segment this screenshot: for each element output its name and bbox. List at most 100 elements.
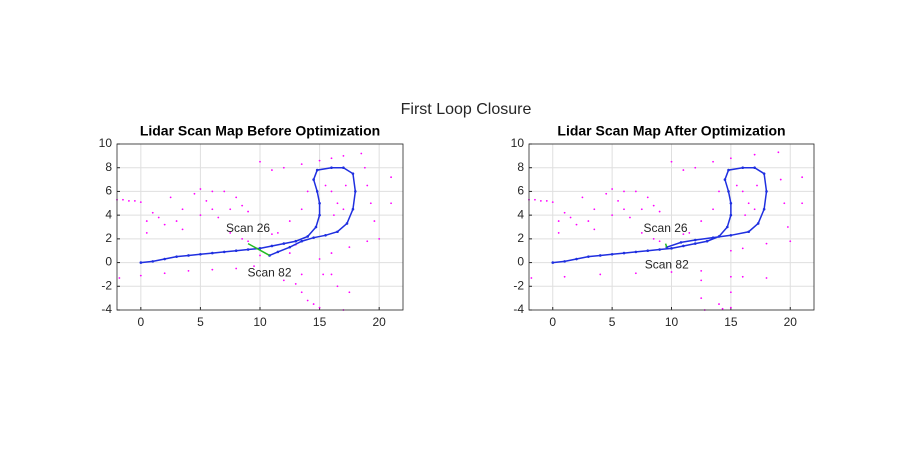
scan-point <box>658 240 661 243</box>
scan-point <box>712 160 714 163</box>
scan-point <box>181 228 184 231</box>
scan-point <box>563 275 566 278</box>
scan-point <box>373 220 376 222</box>
scan-point <box>348 246 351 249</box>
y-tick-label: -4 <box>513 302 524 316</box>
scan-point <box>700 279 703 282</box>
pose-marker <box>670 247 673 250</box>
scan-point <box>569 216 572 219</box>
x-tick-label: 20 <box>372 315 386 329</box>
pose-marker <box>187 254 190 257</box>
scan-point <box>682 169 685 171</box>
scan-point <box>181 208 184 211</box>
pose-marker <box>741 166 745 170</box>
scan-point <box>336 285 339 288</box>
scan-point <box>688 232 691 234</box>
scan-point <box>744 214 747 217</box>
pose-marker <box>622 251 626 255</box>
pose-marker <box>723 178 727 181</box>
scan-point <box>718 303 720 305</box>
trajectory-line <box>247 242 270 257</box>
scan-point <box>288 252 291 254</box>
pose-marker <box>315 190 319 193</box>
y-tick-label: 10 <box>99 136 113 150</box>
scan-point <box>634 272 637 275</box>
scan-point <box>199 188 202 190</box>
x-tick-label: 10 <box>665 315 679 329</box>
scan-point <box>235 267 238 270</box>
x-tick-label: 0 <box>549 315 556 329</box>
scan-point <box>300 163 303 166</box>
scan-point <box>530 277 533 279</box>
scan-point <box>721 307 724 310</box>
scan-point <box>646 196 649 199</box>
scan-point <box>729 249 732 252</box>
scan-point <box>551 201 554 204</box>
scan-point <box>288 220 291 222</box>
scan-point <box>729 157 732 160</box>
scan-point <box>133 200 136 202</box>
scan-point <box>700 269 703 272</box>
scan-point <box>741 247 744 250</box>
scan-point <box>294 283 297 285</box>
chart-title: Lidar Scan Map Before Optimization <box>140 123 380 139</box>
scan-point <box>652 204 655 207</box>
scan-point <box>756 184 758 187</box>
scan-point <box>259 254 261 257</box>
scan-point <box>217 216 220 219</box>
scan-point <box>211 208 214 211</box>
y-tick-label: 0 <box>517 255 524 269</box>
scan-point <box>378 237 381 240</box>
pose-marker <box>729 234 733 237</box>
scan-point <box>801 176 804 179</box>
y-tick-label: 8 <box>517 160 524 174</box>
scan-point <box>193 192 196 195</box>
scan-point <box>324 184 327 187</box>
pose-marker <box>762 172 766 175</box>
scan-point <box>765 277 768 279</box>
scan-point <box>175 220 178 222</box>
pose-marker <box>765 190 768 193</box>
scan-point <box>247 210 249 213</box>
scan-point <box>151 211 154 214</box>
scan-point <box>777 151 780 154</box>
trajectory-line <box>140 166 357 264</box>
chart-title: Lidar Scan Map After Optimization <box>557 123 785 139</box>
pose-marker <box>762 207 766 211</box>
scan-label: Scan 82 <box>248 266 292 280</box>
pose-marker <box>163 257 166 261</box>
pose-marker <box>315 168 319 172</box>
pose-marker <box>575 257 578 261</box>
scan-point <box>205 200 208 202</box>
scan-point <box>271 233 273 236</box>
pose-marker <box>551 261 555 264</box>
scan-point <box>330 252 333 254</box>
scan-point <box>318 306 321 309</box>
pose-marker <box>312 236 315 239</box>
scan-point <box>332 214 335 217</box>
scan-point <box>789 240 792 243</box>
scan-point <box>670 160 673 163</box>
scan-point <box>157 216 160 219</box>
scan-point <box>694 166 697 169</box>
scan-point <box>318 159 321 162</box>
scan-point <box>369 202 372 205</box>
y-tick-label: 2 <box>105 231 112 245</box>
scan-point <box>300 291 303 294</box>
pose-marker <box>726 225 729 229</box>
scan-point <box>712 208 714 211</box>
pose-marker <box>610 252 614 256</box>
figure-title: First Loop Closure <box>401 101 532 118</box>
scan-point <box>330 190 333 193</box>
scan-point <box>312 303 315 305</box>
scan-label: Scan 26 <box>226 221 270 235</box>
pose-marker <box>634 250 638 254</box>
scan-point <box>587 220 590 222</box>
pose-marker <box>270 244 274 248</box>
scan-point <box>344 184 347 187</box>
pose-marker <box>324 234 327 237</box>
scan-point <box>276 232 279 234</box>
scan-point <box>223 190 226 193</box>
scan-point <box>187 269 190 272</box>
